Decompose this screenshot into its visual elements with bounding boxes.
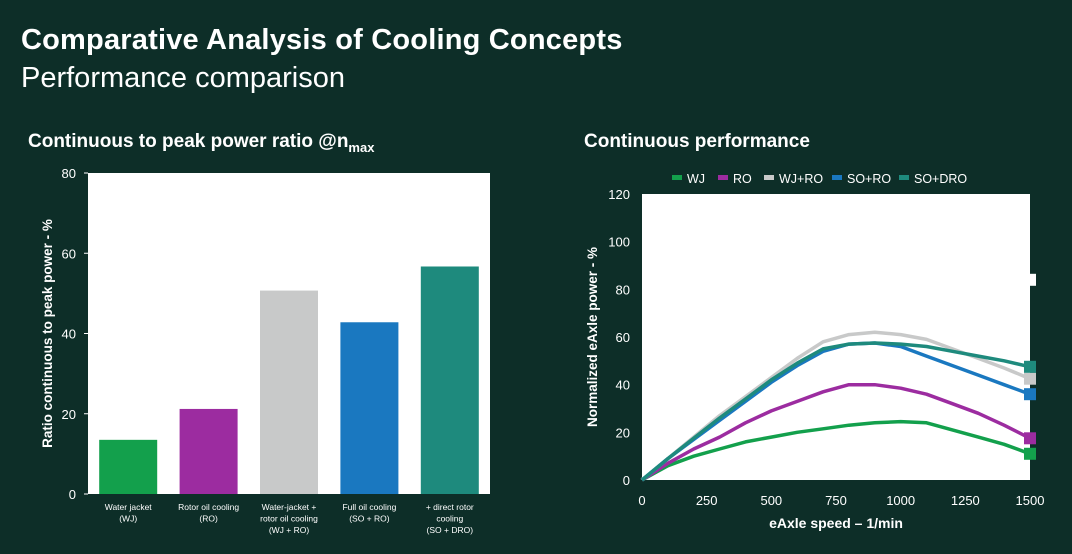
reference-curve [640, 239, 1031, 482]
legend-label: SO+RO [847, 172, 891, 186]
legend-swatch [718, 175, 728, 180]
bar-y-tick-label: 60 [62, 246, 76, 261]
legend-swatch [672, 175, 682, 180]
line-chart-title: Continuous performance [584, 131, 810, 152]
bar-y-axis-label: Ratio continuous to peak power - % [40, 219, 55, 448]
line-x-tick-label: 0 [638, 493, 645, 508]
reference-curve-end-marker [1024, 273, 1036, 286]
bar-category-label: cooling [436, 514, 463, 524]
line-y-tick-label: 100 [608, 235, 630, 250]
bar [99, 439, 158, 494]
bar-category-label: Full oil cooling [342, 502, 396, 512]
line-x-tick-label: 250 [696, 493, 718, 508]
line-y-tick-label: 120 [608, 187, 630, 202]
bar-category-label: Rotor oil cooling [178, 502, 239, 512]
bar-chart-title: Continuous to peak power ratio @nmax [28, 131, 374, 155]
bar-category-label: (WJ) [119, 514, 137, 524]
bar-category-label: (SO + DRO) [427, 525, 474, 535]
line-y-tick-label: 20 [616, 425, 630, 440]
legend-swatch [899, 175, 909, 180]
line-x-tick-label: 500 [760, 493, 782, 508]
bar [340, 322, 399, 494]
legend-label: WJ+RO [779, 172, 823, 186]
line-y-tick-label: 0 [623, 473, 630, 488]
series-end-marker [1024, 432, 1036, 445]
bar-y-tick-label: 20 [62, 407, 76, 422]
line-x-axis-label: eAxle speed – 1/min [769, 515, 903, 531]
legend-swatch [832, 175, 842, 180]
bar-category-label: (SO + RO) [349, 514, 390, 524]
legend-label: WJ [687, 172, 705, 186]
slide-subtitle: Performance comparison [21, 62, 345, 94]
bar [179, 408, 238, 494]
bar-category-label: Water-jacket + [262, 502, 317, 512]
series-line [641, 382, 1031, 482]
series-line [641, 419, 1031, 482]
bar [420, 266, 479, 494]
line-y-tick-label: 80 [616, 282, 630, 297]
bar-category-label: + direct rotor [426, 502, 474, 512]
bar-y-tick-label: 40 [62, 327, 76, 342]
legend-label: SO+DRO [914, 172, 967, 186]
series-end-marker [1024, 360, 1036, 373]
line-x-tick-label: 750 [825, 493, 847, 508]
line-y-tick-label: 60 [616, 330, 630, 345]
line-x-tick-label: 1250 [951, 493, 980, 508]
line-y-tick-label: 40 [616, 378, 630, 393]
line-x-tick-label: 1500 [1016, 493, 1045, 508]
bar-y-tick-label: 80 [62, 166, 76, 181]
series-end-marker [1024, 372, 1036, 385]
line-x-tick-label: 1000 [886, 493, 915, 508]
series-line [640, 341, 1031, 482]
bar-chart-title-text: Continuous to peak power ratio @n [28, 131, 349, 152]
line-y-axis-label: Normalized eAxle power - % [585, 247, 600, 427]
series-end-marker [1024, 447, 1036, 460]
legend-label: RO [733, 172, 752, 186]
bar-category-label: (WJ + RO) [269, 525, 310, 535]
bar-y-tick-label: 0 [69, 487, 76, 502]
bar-category-label: Water jacket [105, 502, 153, 512]
slide-title: Comparative Analysis of Cooling Concepts [21, 24, 623, 56]
legend-swatch [764, 175, 774, 180]
bar-chart-title-subscript: max [348, 140, 375, 155]
bar-category-label: (RO) [199, 514, 218, 524]
series-end-marker [1024, 388, 1036, 401]
bar-category-label: rotor oil cooling [260, 514, 318, 524]
bar [260, 290, 318, 494]
